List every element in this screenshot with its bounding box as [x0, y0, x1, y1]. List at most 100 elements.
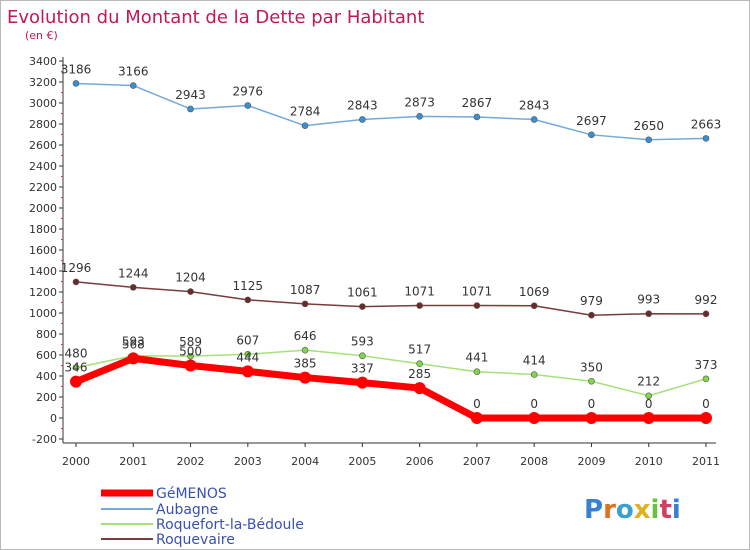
y-tick-label: 3400	[29, 55, 57, 68]
data-label: 2663	[691, 117, 722, 131]
series-point	[184, 359, 197, 372]
data-label: 1087	[290, 283, 321, 297]
y-tick-label: 3200	[29, 76, 57, 89]
series-point	[72, 80, 80, 87]
data-label: 517	[408, 343, 431, 357]
y-tick-label: 400	[36, 370, 57, 383]
data-label: 285	[408, 367, 431, 381]
series-line	[75, 349, 707, 397]
series-point	[301, 300, 309, 308]
series-point	[359, 352, 366, 360]
data-label: 1296	[61, 261, 92, 275]
data-label: 1204	[175, 271, 206, 285]
chart-title: Evolution du Montant de la Dette par Hab…	[7, 7, 424, 28]
data-label: 979	[580, 294, 603, 308]
data-label: 3166	[118, 65, 149, 79]
series-point	[416, 113, 423, 120]
data-label: 2843	[519, 98, 550, 112]
data-label: 992	[695, 293, 718, 307]
y-tick-label: 2800	[29, 118, 57, 131]
data-label: 1125	[233, 279, 264, 293]
y-tick-label: 1600	[29, 244, 57, 257]
series-point	[645, 136, 653, 144]
series-point	[241, 365, 254, 378]
x-tick-label: 2002	[177, 455, 205, 468]
data-label: 2843	[347, 98, 378, 112]
series-point	[244, 102, 252, 109]
series-point	[588, 311, 595, 319]
series-point	[585, 412, 598, 424]
data-label: 385	[294, 357, 317, 371]
data-label: 2976	[233, 85, 264, 99]
x-tick-label: 2011	[692, 455, 720, 468]
data-label: 0	[530, 397, 538, 411]
series-point	[530, 371, 538, 378]
y-tick-label: 1800	[29, 223, 57, 236]
data-label: 2784	[290, 105, 321, 119]
series-point	[299, 371, 312, 384]
legend-label: Roquefort-la-Bédoule	[156, 517, 304, 533]
y-tick-label: 3000	[29, 97, 57, 110]
x-tick-label: 2009	[577, 455, 605, 468]
data-label: 2867	[462, 96, 493, 110]
y-tick-label: 2000	[29, 202, 57, 215]
x-tick-label: 2001	[119, 455, 147, 468]
series-point	[359, 116, 366, 123]
data-label: 993	[637, 293, 660, 307]
data-label: 593	[122, 335, 145, 349]
proxiti-logo: Proxiti	[584, 495, 681, 525]
y-tick-label: 2200	[29, 181, 57, 194]
series-point	[700, 412, 712, 424]
series-point	[129, 82, 137, 89]
data-label: 1071	[404, 285, 435, 299]
data-label: 593	[351, 335, 374, 349]
series-point	[356, 376, 369, 389]
y-tick-label: 1000	[29, 307, 57, 320]
logo-text: Proxiti	[584, 495, 681, 525]
series-point	[127, 352, 140, 365]
series-point	[244, 296, 252, 304]
data-label: 3186	[61, 62, 92, 76]
data-label: 350	[580, 360, 603, 374]
y-tick-label: -200	[32, 433, 57, 446]
series-point	[187, 288, 194, 295]
series-line	[72, 354, 710, 422]
y-tick-label: 2400	[29, 160, 57, 173]
data-label: 1069	[519, 285, 550, 299]
series-point	[72, 278, 80, 286]
data-label: 441	[465, 351, 488, 365]
legend-label: Aubagne	[156, 502, 218, 518]
x-tick-label: 2010	[635, 455, 663, 468]
series-point	[72, 364, 80, 371]
data-label: 414	[523, 354, 546, 368]
series-point	[301, 122, 309, 129]
x-tick-label: 2004	[291, 455, 319, 468]
series-point	[301, 346, 309, 354]
data-label: 373	[695, 358, 718, 372]
y-tick-label: 2600	[29, 139, 57, 152]
data-label: 500	[179, 345, 202, 359]
series-point	[588, 377, 595, 385]
data-label: 568	[122, 337, 145, 351]
series-point	[588, 131, 595, 139]
series-point	[702, 310, 710, 318]
y-tick-label: 800	[36, 328, 57, 341]
series-point	[530, 302, 538, 310]
data-label: 0	[588, 397, 596, 411]
y-tick-label: 0	[50, 412, 57, 425]
series-point	[413, 382, 426, 395]
series-point	[187, 352, 194, 360]
series-point	[473, 302, 481, 309]
series-point	[645, 310, 653, 318]
series-point	[470, 412, 483, 424]
data-label: 0	[702, 397, 710, 411]
legend-label: GéMENOS	[156, 486, 227, 502]
data-label: 607	[236, 333, 259, 347]
series-point	[416, 360, 423, 368]
legend-label: Roquevaire	[156, 532, 235, 548]
series-point	[702, 135, 710, 142]
series-point	[187, 105, 194, 113]
data-label: 1071	[462, 285, 493, 299]
data-label: 589	[179, 335, 202, 349]
data-label: 2650	[633, 119, 664, 133]
